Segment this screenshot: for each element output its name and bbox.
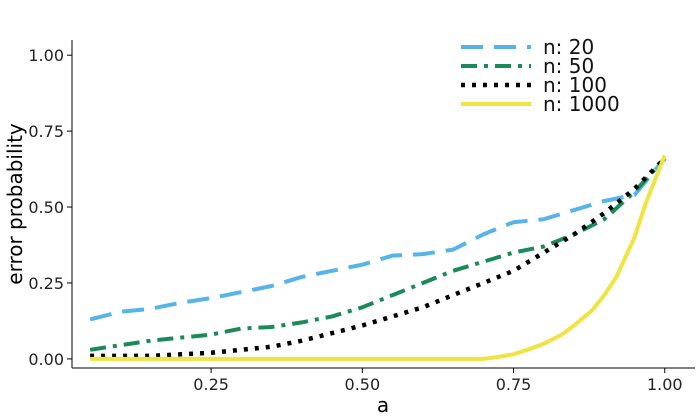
series-line-4: [90, 154, 667, 361]
y-axis-label: error probability: [3, 123, 27, 285]
axis-ticks: 0.25 0.50 0.75 1.00 0.00 0.25 0.50 0.75 1.00: [28, 46, 682, 394]
x-tick-label: 1.00: [647, 375, 683, 394]
legend-label-3: n: 100: [543, 73, 607, 97]
legend-label-2: n: 50: [543, 54, 594, 78]
series-line-3: [90, 156, 667, 359]
x-tick-label: 0.25: [193, 375, 229, 394]
legend-label-1: n: 20: [543, 35, 594, 59]
x-tick-label: 0.50: [345, 375, 381, 394]
x-axis-label: a: [377, 393, 389, 417]
y-tick-label: 0.00: [28, 350, 64, 369]
y-tick-label: 0.25: [28, 274, 64, 293]
y-tick-label: 0.50: [28, 198, 64, 217]
series-line-1: [89, 157, 667, 322]
y-tick-label: 1.00: [28, 46, 64, 65]
y-tick-label: 0.75: [28, 122, 64, 141]
x-tick-label: 0.75: [496, 375, 532, 394]
legend-label-4: n: 1000: [543, 92, 620, 116]
plot-area: [89, 154, 667, 361]
